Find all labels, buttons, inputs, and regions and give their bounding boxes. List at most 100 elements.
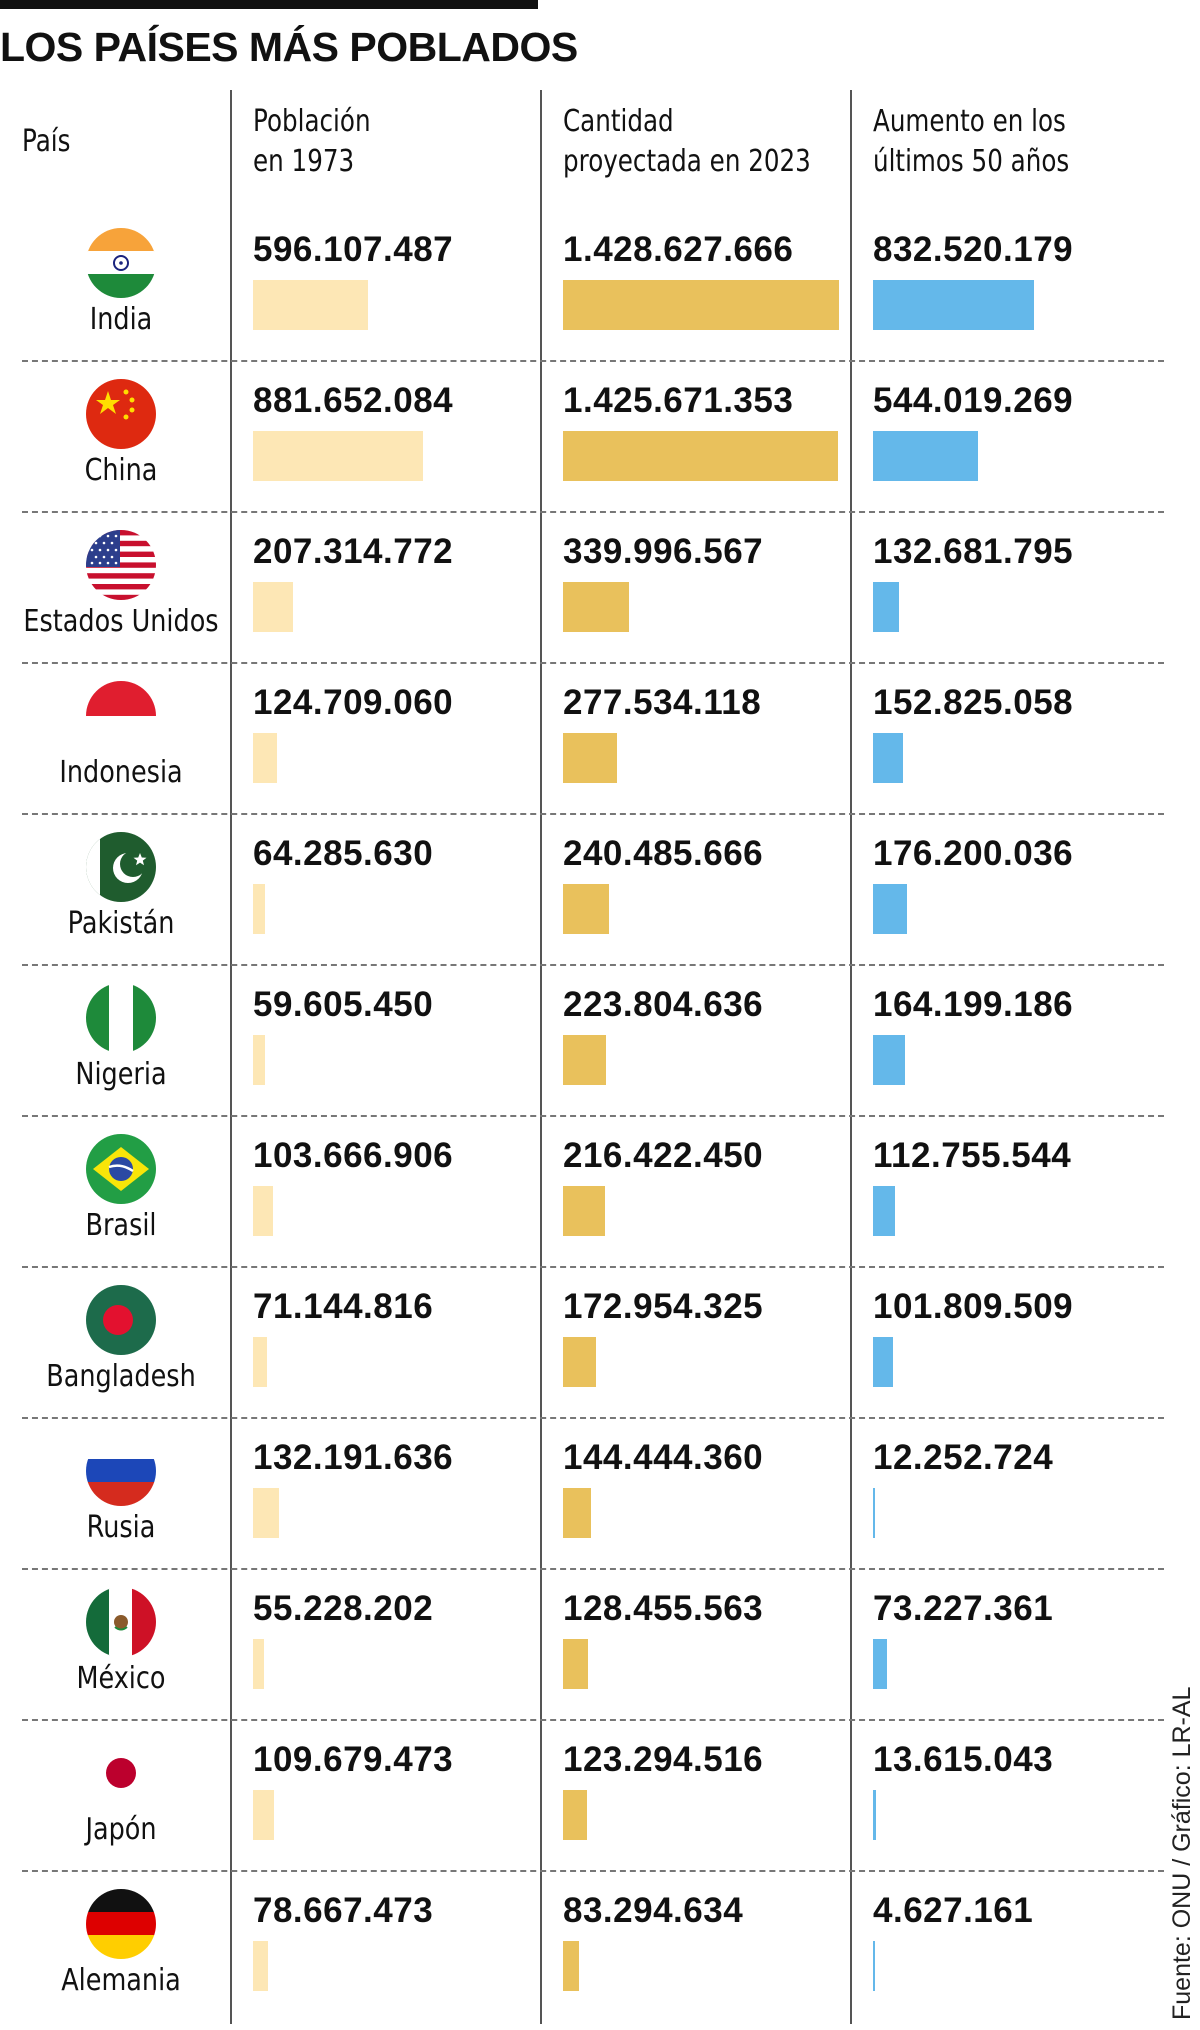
increase-value: 544.019.269 (873, 381, 1074, 420)
table-row: Nigeria 59.605.450 223.804.636 164.199.186 (0, 973, 1200, 1124)
country-name: Rusia (86, 1510, 156, 1545)
pop-1973-bar (253, 280, 368, 330)
pop-2023-bar (563, 431, 838, 481)
pop-2023-value: 1.425.671.353 (563, 381, 794, 420)
pop-2023-bar (563, 1337, 596, 1387)
row-separator (22, 1417, 1164, 1419)
pop-2023-value: 144.444.360 (563, 1438, 764, 1477)
row-separator (22, 360, 1164, 362)
increase-bar (873, 1035, 905, 1085)
table-row: Alemania 78.667.473 83.294.634 4.627.161 (0, 1879, 1200, 2030)
increase-value: 832.520.179 (873, 230, 1074, 269)
pop-2023-value: 277.534.118 (563, 683, 762, 722)
pop-2023-value: 339.996.567 (563, 532, 764, 571)
increase-bar (873, 1639, 887, 1689)
increase-bar (873, 1941, 875, 1991)
pop-1973-bar (253, 884, 265, 934)
country-name: Bangladesh (46, 1359, 196, 1394)
country-name: Brasil (85, 1208, 157, 1243)
table-row: India 596.107.487 1.428.627.666 832.520.179 (0, 218, 1200, 369)
pop-2023-bar (563, 582, 629, 632)
pop-1973-bar (253, 1337, 267, 1387)
pop-1973-bar (253, 1488, 279, 1538)
row-separator (22, 813, 1164, 815)
increase-bar (873, 280, 1034, 330)
pop-1973-value: 109.679.473 (253, 1740, 454, 1779)
increase-bar (873, 884, 907, 934)
nigeria-flag-icon (86, 983, 156, 1053)
table-row: Bangladesh 71.144.816 172.954.325 101.809.5… (0, 1275, 1200, 1426)
pop-2023-bar (563, 1639, 588, 1689)
increase-value: 4.627.161 (873, 1891, 1034, 1930)
pop-2023-bar (563, 733, 617, 783)
pop-2023-bar (563, 1035, 606, 1085)
pop-2023-value: 223.804.636 (563, 985, 764, 1024)
pop-2023-bar (563, 280, 839, 330)
country-name: Indonesia (59, 755, 183, 790)
increase-value: 176.200.036 (873, 834, 1074, 873)
pop-2023-value: 216.422.450 (563, 1136, 764, 1175)
germany-flag-icon (86, 1889, 156, 1959)
pop-1973-bar (253, 1035, 265, 1085)
increase-bar (873, 1337, 893, 1387)
header-pop-1973: Población en 1973 (253, 104, 371, 179)
row-separator (22, 964, 1164, 966)
pop-2023-value: 123.294.516 (563, 1740, 764, 1779)
pop-1973-bar (253, 431, 423, 481)
pop-2023-value: 128.455.563 (563, 1589, 764, 1628)
japan-flag-icon (86, 1738, 156, 1808)
pop-1973-bar (253, 733, 277, 783)
table-row: México 55.228.202 128.455.563 73.227.361 (0, 1577, 1200, 1728)
pop-2023-value: 1.428.627.666 (563, 230, 794, 269)
country-name: Nigeria (75, 1057, 167, 1092)
row-separator (22, 1568, 1164, 1570)
china-flag-icon (86, 379, 156, 449)
mexico-flag-icon (86, 1587, 156, 1657)
pop-2023-bar (563, 1941, 579, 1991)
country-name: Pakistán (67, 906, 175, 941)
table-row: Japón 109.679.473 123.294.516 13.615.043 (0, 1728, 1200, 1879)
table-row: Indonesia 124.709.060 277.534.118 152.825.0… (0, 671, 1200, 822)
column-divider (230, 90, 232, 2024)
column-divider (850, 90, 852, 2024)
indonesia-flag-icon (86, 681, 156, 751)
header-increase: Aumento en los últimos 50 años (873, 104, 1070, 179)
header-pop-2023: Cantidad proyectada en 2023 (563, 104, 811, 179)
source-note: Fuente: ONU / Gráfico: LR-AL (1168, 1686, 1196, 2020)
country-name: Estados Unidos (23, 604, 219, 639)
column-divider (540, 90, 542, 2024)
pop-1973-value: 103.666.906 (253, 1136, 454, 1175)
pakistan-flag-icon (86, 832, 156, 902)
pop-1973-value: 55.228.202 (253, 1589, 434, 1628)
chart-title: LOS PAÍSES MÁS POBLADOS (0, 24, 578, 70)
increase-bar (873, 582, 899, 632)
increase-value: 73.227.361 (873, 1589, 1054, 1628)
pop-1973-value: 71.144.816 (253, 1287, 434, 1326)
increase-bar (873, 733, 903, 783)
pop-2023-value: 83.294.634 (563, 1891, 744, 1930)
increase-value: 13.615.043 (873, 1740, 1054, 1779)
pop-1973-bar (253, 582, 293, 632)
country-name: China (84, 453, 158, 488)
top-rule (0, 0, 538, 9)
country-name: Japón (85, 1812, 157, 1847)
table-row: Estados Unidos 207.314.772 339.996.567 132.… (0, 520, 1200, 671)
country-name: India (89, 302, 153, 337)
pop-2023-value: 172.954.325 (563, 1287, 764, 1326)
india-flag-icon (86, 228, 156, 298)
increase-bar (873, 1790, 876, 1840)
pop-1973-value: 59.605.450 (253, 985, 434, 1024)
pop-1973-bar (253, 1790, 274, 1840)
increase-value: 12.252.724 (873, 1438, 1054, 1477)
bangladesh-flag-icon (86, 1285, 156, 1355)
pop-2023-bar (563, 1488, 591, 1538)
row-separator (22, 1266, 1164, 1268)
increase-bar (873, 431, 978, 481)
table-row: China 881.652.084 1.425.671.353 544.019.269 (0, 369, 1200, 520)
usa-flag-icon (86, 530, 156, 600)
pop-1973-value: 64.285.630 (253, 834, 434, 873)
table-row: Rusia 132.191.636 144.444.360 12.252.724 (0, 1426, 1200, 1577)
header-country: País (22, 124, 71, 159)
increase-value: 112.755.544 (873, 1136, 1072, 1175)
